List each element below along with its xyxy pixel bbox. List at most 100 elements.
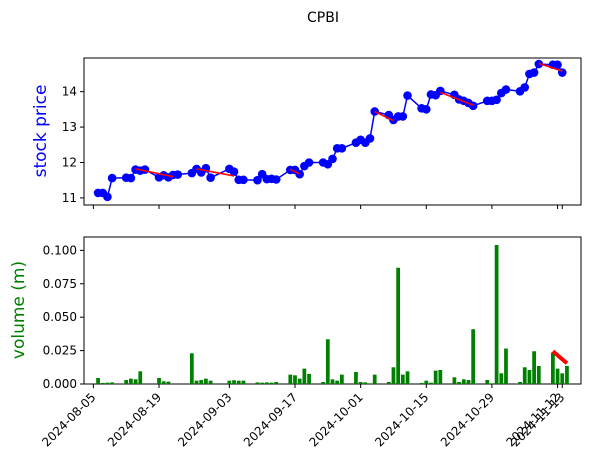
volume-bar bbox=[405, 371, 410, 384]
volume-y-tick-label: 0.025 bbox=[43, 344, 77, 358]
volume-bar bbox=[363, 382, 368, 384]
volume-bar bbox=[461, 379, 466, 384]
volume-bar bbox=[236, 380, 241, 384]
price-trend-segment bbox=[374, 110, 394, 122]
chart-title: CPBI bbox=[307, 10, 339, 26]
volume-bar bbox=[204, 378, 208, 384]
volume-bar bbox=[358, 381, 363, 384]
volume-bar bbox=[550, 352, 555, 384]
volume-bar bbox=[560, 373, 565, 384]
volume-bar bbox=[232, 380, 236, 384]
volume-bar bbox=[274, 381, 279, 384]
price-y-tick-label: 12 bbox=[62, 155, 77, 169]
price-trend-segment bbox=[538, 62, 563, 72]
price-point bbox=[553, 60, 562, 70]
volume-bar bbox=[199, 379, 204, 384]
price-point bbox=[271, 175, 281, 184]
price-point bbox=[107, 173, 117, 183]
x-tick-label: 2024-09-03 bbox=[175, 390, 234, 449]
x-tick-label: 2024-08-05 bbox=[39, 390, 98, 449]
volume-bar bbox=[166, 381, 171, 384]
volume-bar bbox=[100, 382, 105, 384]
price-point bbox=[370, 107, 379, 116]
volume-x-ticks: 2024-08-05 2024-08-19 2024-09-03 2024-09-17… bbox=[39, 384, 567, 449]
price-trend-segment bbox=[196, 168, 235, 177]
price-point bbox=[126, 173, 136, 183]
volume-y-tick-label: 0.075 bbox=[43, 277, 77, 291]
volume-bar bbox=[293, 375, 297, 384]
volume-bar bbox=[391, 367, 396, 384]
volume-bar bbox=[386, 381, 391, 384]
volume-bar bbox=[536, 365, 541, 384]
volume-bar bbox=[269, 382, 274, 384]
volume-bar bbox=[565, 365, 569, 384]
price-y-tick-label: 11 bbox=[62, 191, 77, 205]
volume-bar bbox=[307, 373, 311, 384]
volume-bar bbox=[424, 380, 429, 384]
volume-bar bbox=[325, 339, 330, 384]
price-y-tick-label: 13 bbox=[62, 120, 77, 134]
volume-bar bbox=[396, 267, 401, 384]
volume-bar bbox=[330, 379, 335, 384]
volume-bar bbox=[522, 367, 527, 384]
price-point bbox=[529, 68, 539, 77]
price-point bbox=[520, 83, 530, 92]
price-y-axis-label: stock price bbox=[31, 85, 51, 178]
volume-bars bbox=[96, 245, 569, 384]
volume-bar bbox=[471, 329, 476, 384]
price-point bbox=[403, 91, 412, 100]
volume-bar bbox=[419, 382, 424, 384]
volume-bar bbox=[161, 381, 166, 384]
volume-bar bbox=[189, 353, 194, 384]
volume-y-tick-label: 0.000 bbox=[43, 377, 77, 391]
price-trend-segment bbox=[135, 168, 174, 178]
volume-bar bbox=[485, 379, 490, 384]
price-point bbox=[103, 192, 112, 202]
volume-bar bbox=[340, 374, 344, 384]
volume-bar bbox=[527, 369, 532, 384]
volume-bar bbox=[321, 381, 325, 384]
volume-bar bbox=[372, 374, 377, 384]
price-trend-segment bbox=[289, 168, 301, 175]
price-point bbox=[398, 112, 408, 121]
volume-bar bbox=[400, 374, 405, 384]
x-tick-label: 2024-08-19 bbox=[105, 390, 164, 449]
price-point bbox=[468, 101, 478, 111]
price-x-ticks bbox=[92, 205, 563, 209]
price-series bbox=[93, 59, 567, 202]
volume-bar bbox=[429, 382, 433, 384]
volume-bar bbox=[457, 381, 461, 384]
x-tick-label: 2024-11-13 bbox=[508, 390, 567, 449]
volume-bar bbox=[255, 382, 260, 384]
volume-bar bbox=[129, 378, 133, 384]
volume-bar bbox=[124, 379, 129, 384]
volume-bar bbox=[241, 380, 246, 384]
volume-trend-lines bbox=[551, 349, 569, 365]
price-point bbox=[253, 175, 262, 185]
volume-bar bbox=[302, 368, 307, 384]
volume-y-axis-label: volume (m) bbox=[9, 261, 29, 359]
price-point bbox=[304, 158, 314, 167]
volume-bar bbox=[504, 348, 508, 384]
x-tick-label: 2024-10-01 bbox=[307, 390, 366, 449]
volume-bar bbox=[138, 371, 143, 384]
volume-bar bbox=[499, 373, 504, 384]
volume-bar bbox=[433, 370, 438, 384]
volume-bar bbox=[194, 380, 199, 384]
price-point bbox=[421, 105, 431, 114]
volume-bar bbox=[354, 371, 358, 384]
price-axes-frame bbox=[83, 57, 582, 206]
price-point bbox=[229, 167, 239, 177]
volume-trend-segment bbox=[551, 349, 569, 365]
price-point bbox=[501, 85, 511, 94]
price-panel: 11 12 13 14 stock price bbox=[31, 57, 582, 209]
price-point bbox=[295, 169, 304, 179]
volume-y-ticks: 0.000 0.025 0.050 0.075 0.100 bbox=[43, 243, 84, 391]
volume-bar bbox=[335, 380, 340, 384]
volume-bar bbox=[466, 379, 471, 384]
price-trend-lines bbox=[135, 62, 563, 178]
price-point bbox=[365, 134, 375, 143]
x-tick-label: 2024-10-15 bbox=[372, 390, 431, 449]
volume-bar bbox=[227, 380, 232, 384]
